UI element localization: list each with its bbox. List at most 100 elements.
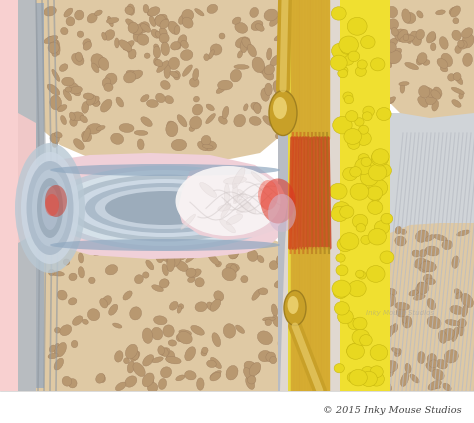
Ellipse shape: [102, 32, 106, 40]
Ellipse shape: [274, 279, 290, 288]
Text: © 2015 Inky Mouse Studios: © 2015 Inky Mouse Studios: [323, 406, 462, 415]
Ellipse shape: [109, 304, 118, 315]
Ellipse shape: [222, 106, 229, 119]
Ellipse shape: [387, 98, 394, 104]
Ellipse shape: [69, 112, 75, 120]
Ellipse shape: [247, 376, 256, 384]
Ellipse shape: [147, 382, 158, 393]
Ellipse shape: [206, 104, 214, 111]
Ellipse shape: [445, 319, 460, 326]
Ellipse shape: [228, 247, 239, 259]
Ellipse shape: [231, 264, 237, 273]
Ellipse shape: [64, 8, 73, 17]
Ellipse shape: [177, 306, 182, 313]
Ellipse shape: [278, 335, 288, 351]
Ellipse shape: [386, 288, 397, 296]
Ellipse shape: [251, 20, 263, 30]
Ellipse shape: [135, 275, 143, 284]
Ellipse shape: [348, 318, 361, 330]
Ellipse shape: [197, 378, 204, 390]
Ellipse shape: [195, 8, 204, 16]
Ellipse shape: [82, 102, 89, 113]
Ellipse shape: [104, 30, 115, 40]
Ellipse shape: [434, 234, 447, 241]
Ellipse shape: [417, 352, 425, 364]
Ellipse shape: [279, 44, 289, 52]
Ellipse shape: [385, 361, 398, 372]
Ellipse shape: [430, 43, 436, 51]
Ellipse shape: [210, 357, 221, 368]
Ellipse shape: [417, 11, 423, 18]
Polygon shape: [378, 223, 474, 391]
Polygon shape: [378, 0, 474, 118]
Ellipse shape: [59, 64, 68, 71]
Ellipse shape: [148, 7, 160, 16]
Ellipse shape: [455, 45, 461, 53]
Ellipse shape: [224, 231, 233, 241]
Ellipse shape: [66, 17, 75, 26]
Ellipse shape: [383, 57, 392, 68]
Ellipse shape: [386, 97, 396, 104]
Ellipse shape: [75, 179, 255, 237]
Ellipse shape: [243, 42, 250, 49]
Ellipse shape: [400, 82, 405, 93]
Ellipse shape: [433, 87, 442, 98]
Ellipse shape: [355, 158, 373, 174]
Ellipse shape: [155, 59, 163, 67]
Ellipse shape: [298, 103, 305, 115]
Ellipse shape: [168, 57, 180, 69]
Ellipse shape: [414, 258, 425, 268]
Ellipse shape: [264, 65, 274, 75]
Ellipse shape: [273, 81, 284, 96]
Ellipse shape: [137, 22, 149, 33]
Ellipse shape: [125, 47, 136, 57]
Ellipse shape: [155, 93, 165, 103]
Ellipse shape: [338, 69, 347, 78]
Ellipse shape: [372, 149, 389, 165]
Ellipse shape: [270, 356, 277, 364]
Ellipse shape: [143, 354, 154, 366]
Ellipse shape: [55, 170, 275, 246]
Ellipse shape: [226, 365, 238, 380]
Ellipse shape: [54, 358, 64, 370]
Ellipse shape: [293, 99, 304, 109]
Ellipse shape: [189, 126, 195, 132]
Ellipse shape: [431, 90, 441, 99]
Ellipse shape: [462, 305, 468, 317]
Ellipse shape: [395, 236, 406, 246]
Ellipse shape: [210, 44, 222, 55]
Ellipse shape: [146, 374, 154, 386]
Ellipse shape: [90, 96, 99, 104]
Ellipse shape: [264, 83, 272, 96]
Ellipse shape: [45, 165, 285, 250]
Ellipse shape: [370, 192, 381, 201]
Ellipse shape: [333, 286, 348, 299]
Ellipse shape: [405, 363, 411, 373]
Ellipse shape: [461, 294, 474, 308]
Ellipse shape: [83, 38, 91, 47]
Ellipse shape: [154, 316, 167, 325]
Ellipse shape: [377, 107, 391, 121]
Ellipse shape: [281, 10, 294, 23]
Ellipse shape: [73, 316, 83, 325]
Ellipse shape: [178, 304, 184, 309]
Polygon shape: [278, 0, 340, 391]
Ellipse shape: [85, 183, 245, 233]
Ellipse shape: [425, 235, 435, 242]
Ellipse shape: [236, 37, 250, 48]
Ellipse shape: [412, 250, 420, 257]
Ellipse shape: [377, 164, 392, 177]
Ellipse shape: [176, 375, 185, 381]
Ellipse shape: [263, 116, 273, 126]
Ellipse shape: [190, 269, 201, 277]
Ellipse shape: [149, 16, 156, 27]
Ellipse shape: [161, 367, 172, 378]
Polygon shape: [278, 0, 292, 391]
Ellipse shape: [82, 131, 91, 142]
Ellipse shape: [160, 17, 168, 24]
Ellipse shape: [357, 271, 366, 279]
Ellipse shape: [166, 254, 181, 267]
Ellipse shape: [86, 124, 101, 134]
Ellipse shape: [356, 223, 365, 232]
Ellipse shape: [291, 382, 301, 394]
